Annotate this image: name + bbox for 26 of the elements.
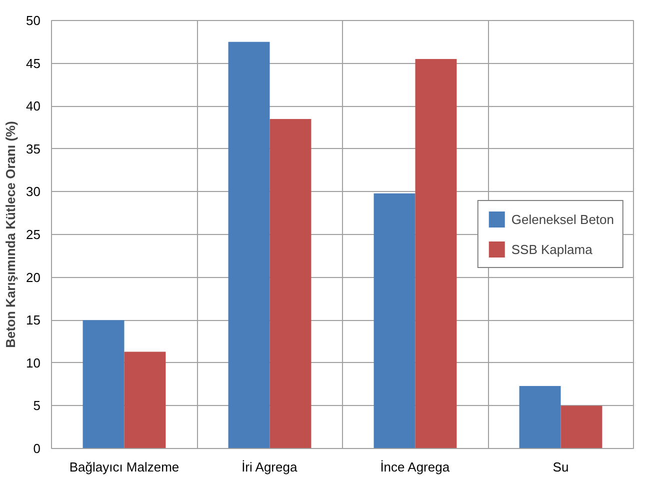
- y-tick-label: 35: [26, 141, 41, 156]
- x-tick-label: İnce Agrega: [380, 460, 450, 474]
- y-tick-label: 40: [26, 98, 41, 114]
- bar: [270, 118, 312, 448]
- bar: [415, 59, 457, 448]
- bar: [560, 406, 602, 448]
- bar: [82, 320, 124, 448]
- y-tick-label: 0: [33, 441, 41, 456]
- y-tick-label: 20: [26, 270, 41, 285]
- bar: [374, 193, 416, 448]
- bar: [228, 42, 270, 448]
- y-tick-label: 25: [26, 227, 41, 242]
- legend-label: Geleneksel Beton: [511, 212, 614, 226]
- x-tick-label: İri Agrega: [242, 460, 298, 474]
- y-tick-label: 10: [26, 355, 41, 370]
- y-tick-label: 5: [33, 398, 41, 414]
- bar: [124, 352, 166, 448]
- y-tick-label: 30: [26, 184, 41, 200]
- y-tick-label: 50: [26, 13, 41, 28]
- bar: [519, 386, 561, 448]
- x-tick-label: Bağlayıcı Malzeme: [69, 460, 180, 474]
- x-tick-label: Su: [552, 460, 569, 474]
- y-tick-label: 45: [26, 56, 41, 71]
- y-tick-label: 15: [26, 312, 41, 328]
- y-axis-title: Beton Karışımında Kütlece Oranı (%): [3, 121, 18, 348]
- legend-label: SSB Kaplama: [511, 242, 592, 256]
